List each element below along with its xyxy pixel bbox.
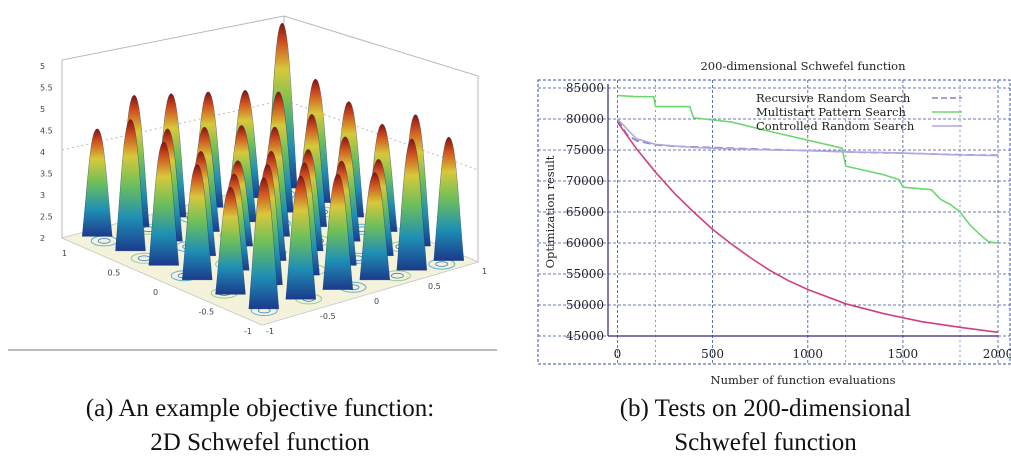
z-tick-label: 3 — [40, 191, 45, 200]
y-tick-label: 50000 — [566, 298, 604, 312]
panel-line-chart: 200-dimensional Schwefel function 45000 50… — [520, 0, 1011, 470]
y-tick-label: -1 — [244, 327, 252, 336]
caption-a: (a) An example objective function: 2D Sc… — [0, 392, 520, 460]
surface-plot: 5 5.5 5 4.5 4 3.5 3 2.5 2 1 0.5 0 -0.5 -1 1 0.5 0 -0.5 -… — [8, 15, 497, 351]
legend-label: Multistart Pattern Search — [756, 105, 906, 119]
x-tick-label: 1500 — [888, 347, 919, 361]
x-tick-label: 1000 — [793, 347, 824, 361]
z-tick-label: 4.5 — [40, 127, 53, 136]
surface-peak — [115, 119, 146, 252]
x-axis-ticks: 1 0.5 0 -0.5 -1 — [266, 267, 487, 336]
chart-title: 200-dimensional Schwefel function — [700, 59, 906, 73]
surface-peak — [215, 186, 246, 295]
series-line-1 — [617, 94, 999, 244]
contour-ring-inner — [435, 261, 449, 267]
y-tick-labels: 45000 50000 55000 60000 65000 70000 75000 80000… — [566, 81, 604, 343]
y-tick-label: 1 — [62, 249, 67, 258]
y-tick-label: 85000 — [566, 81, 604, 95]
surface-peaks — [81, 22, 465, 310]
caption-a-line-1: (a) An example objective function: — [85, 395, 435, 422]
panel-surface: 5 5.5 5 4.5 4 3.5 3 2.5 2 1 0.5 0 -0.5 -1 1 0.5 0 -0.5 -… — [0, 15, 520, 460]
line-chart: 200-dimensional Schwefel function 45000 50… — [537, 59, 1011, 387]
surface-peak — [359, 172, 391, 281]
z-tick-label: 4 — [40, 148, 45, 157]
x-tick-label: 0.5 — [428, 282, 441, 291]
series-group — [616, 94, 999, 334]
y-tick-label: 70000 — [566, 174, 604, 188]
z-tick-label: 2.5 — [40, 213, 53, 222]
caption-b-line-2: Schwefel function — [674, 429, 857, 456]
z-tick-label: 5 — [40, 105, 45, 114]
y-tick-label: 65000 — [566, 205, 604, 219]
series-line-3 — [616, 121, 999, 334]
surface-peak — [148, 141, 180, 266]
surface-peak — [322, 173, 354, 290]
legend-label: Recursive Random Search — [756, 91, 911, 105]
contour-ring-inner — [97, 238, 111, 244]
z-tick-label: 2 — [40, 234, 45, 243]
z-tick-label: 3.5 — [40, 170, 53, 179]
x-tick-label: 0 — [614, 347, 622, 361]
surface-peak — [181, 164, 213, 281]
caption-b-line-1: (b) Tests on 200-dimensional — [619, 395, 912, 422]
surface-peak — [248, 177, 280, 310]
surface-peak — [396, 138, 428, 271]
y-tick-label: 60000 — [566, 236, 604, 250]
series-line-2 — [616, 118, 999, 157]
y-tick-label: 55000 — [566, 267, 604, 281]
x-tick-label: 2000 — [983, 347, 1011, 361]
contour-ring-inner — [390, 272, 404, 279]
surface-peak — [81, 128, 113, 237]
surface-peak — [433, 136, 465, 261]
x-tick-label: 500 — [701, 347, 724, 361]
z-axis-ticks: 5 5.5 5 4.5 4 3.5 3 2.5 2 — [40, 62, 53, 243]
z-tick-label: 5.5 — [40, 84, 53, 93]
y-tick-label: 0.5 — [108, 269, 121, 278]
y-tick-label: 45000 — [566, 329, 604, 343]
x-tick-label: 0 — [374, 297, 379, 306]
x-tick-labels: 0 500 1000 1500 2000 — [614, 347, 1011, 361]
outer-frame — [537, 79, 1011, 365]
x-tick-label: -1 — [266, 327, 274, 336]
y-tick-label: -0.5 — [199, 308, 215, 317]
x-tick-label: 1 — [482, 267, 487, 276]
surface-peak — [285, 175, 317, 300]
y-axis-ticks: 1 0.5 0 -0.5 -1 — [62, 249, 252, 336]
y-tick-label: 0 — [153, 288, 158, 297]
legend-label: Controlled Random Search — [756, 119, 915, 133]
y-tick-label: 80000 — [566, 112, 604, 126]
x-tick-label: -0.5 — [320, 312, 336, 321]
x-axis-label: Number of function evaluations — [711, 373, 896, 387]
caption-b: (b) Tests on 200-dimensional Schwefel fu… — [520, 392, 1011, 460]
y-tick-label: 75000 — [566, 143, 604, 157]
z-tick-label: 5 — [40, 62, 45, 71]
y-axis-label: Optimization result — [543, 155, 557, 268]
caption-a-line-2: 2D Schwefel function — [150, 429, 370, 456]
